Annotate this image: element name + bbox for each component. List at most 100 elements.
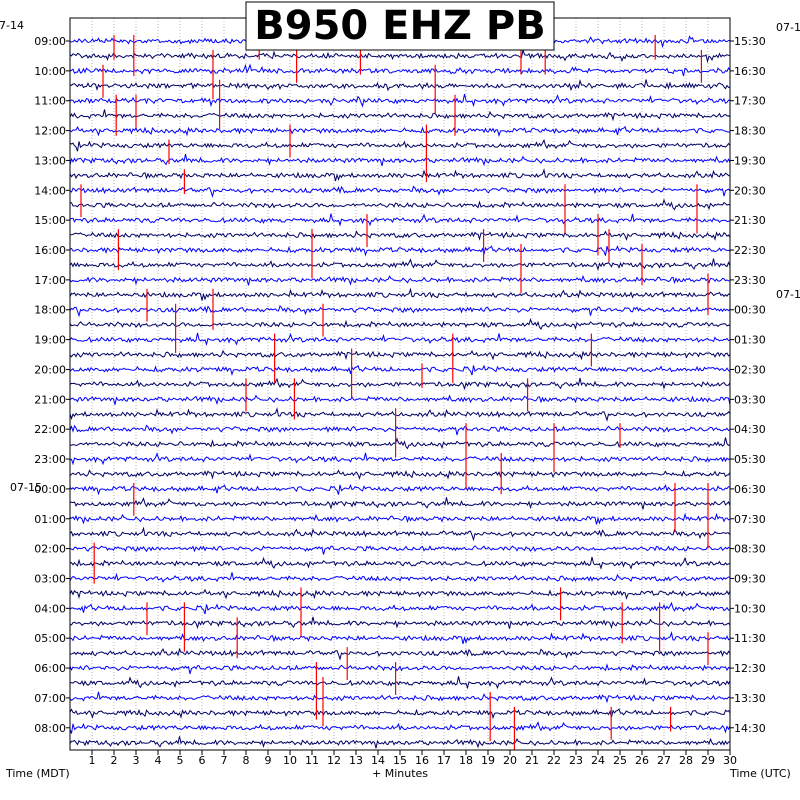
right-tick-label: 19:30 — [734, 154, 766, 167]
x-tick-label: 5 — [177, 754, 184, 767]
left-tick-label: 13:00 — [34, 154, 66, 167]
trace-row — [69, 305, 731, 318]
left-tick-label: 17:00 — [34, 274, 66, 287]
trace-row — [69, 512, 731, 525]
right-tick-label: 09:30 — [734, 572, 766, 585]
x-tick-label: 20 — [503, 754, 517, 767]
left-tick-label: 21:00 — [34, 393, 66, 406]
right-tick-label: 22:30 — [734, 244, 766, 257]
x-tick-label: 6 — [199, 754, 206, 767]
left-tick-label: 10:00 — [34, 65, 66, 78]
right-tick-label: 02:30 — [734, 363, 766, 376]
x-axis-label: + Minutes — [372, 767, 428, 780]
trace-row — [69, 258, 731, 271]
trace-row — [69, 708, 731, 720]
right-date-2: 07-1 — [776, 288, 800, 301]
right-tick-label: 13:30 — [734, 692, 766, 705]
left-tick-label: 22:00 — [34, 423, 66, 436]
right-tick-label: 06:30 — [734, 483, 766, 496]
trace-row — [69, 364, 731, 376]
right-tick-label: 14:30 — [734, 722, 766, 735]
x-tick-label: 14 — [371, 754, 385, 767]
left-tick-label: 14:00 — [34, 184, 66, 197]
trace-row — [69, 526, 731, 542]
left-tick-label: 18:00 — [34, 304, 66, 317]
left-tick-label: 23:00 — [34, 453, 66, 466]
trace-row — [69, 63, 731, 77]
trace-row — [69, 691, 731, 704]
right-tick-label: 20:30 — [734, 184, 766, 197]
right-tick-label: 01:30 — [734, 334, 766, 347]
trace-row — [69, 616, 731, 630]
events — [80, 35, 709, 750]
x-tick-label: 23 — [569, 754, 583, 767]
x-tick-label: 21 — [525, 754, 539, 767]
x-tick-label: 10 — [283, 754, 297, 767]
trace-row — [69, 736, 731, 749]
right-ticks: 15:30 16:30 17:30 18:30 19:30 20:30 21:30 22:30… — [730, 35, 766, 735]
x-tick-label: 2 — [111, 754, 118, 767]
x-tick-label: 19 — [481, 754, 495, 767]
trace-row — [69, 556, 730, 570]
trace-row — [69, 48, 731, 64]
left-tick-label: 15:00 — [34, 214, 66, 227]
trace-row — [69, 647, 731, 661]
trace-row — [69, 78, 731, 92]
trace-row — [69, 332, 731, 347]
trace-row — [69, 349, 731, 361]
right-tick-label: 08:30 — [734, 543, 766, 556]
x-tick-label: 4 — [155, 754, 162, 767]
x-tick-label: 3 — [133, 754, 140, 767]
left-tick-label: 20:00 — [34, 363, 66, 376]
x-tick-label: 27 — [657, 754, 671, 767]
trace-row — [69, 109, 731, 122]
right-tick-label: 11:30 — [734, 632, 766, 645]
trace-row — [69, 545, 731, 555]
left-axis-label: Time (MDT) — [5, 767, 70, 780]
left-tick-label: 16:00 — [34, 244, 66, 257]
trace-row — [70, 230, 731, 241]
trace-row — [69, 394, 731, 406]
right-tick-label: 04:30 — [734, 423, 766, 436]
x-tick-label: 13 — [349, 754, 363, 767]
right-tick-label: 15:30 — [734, 35, 766, 48]
trace-row — [69, 213, 731, 227]
title-box — [245, 1, 555, 51]
right-tick-label: 16:30 — [734, 65, 766, 78]
right-tick-label: 23:30 — [734, 274, 766, 287]
trace-row — [69, 497, 731, 510]
right-tick-label: 18:30 — [734, 125, 766, 138]
trace-row — [69, 185, 731, 198]
left-tick-label: 02:00 — [34, 543, 66, 556]
trace-row — [69, 483, 731, 496]
x-tick-label: 26 — [635, 754, 649, 767]
x-tick-label: 25 — [613, 754, 627, 767]
right-tick-label: 03:30 — [734, 393, 766, 406]
x-ticks: 1 2 3 4 5 6 7 8 9 10 11 12 13 14 15 16 17 18 19 20 21 22 23 24 2… — [89, 750, 737, 767]
trace-row — [69, 168, 731, 182]
trace-row — [69, 601, 731, 615]
x-tick-label: 28 — [679, 754, 693, 767]
trace-row — [69, 630, 731, 645]
x-tick-label: 9 — [265, 754, 272, 767]
x-tick-label: 15 — [393, 754, 407, 767]
right-tick-label: 00:30 — [734, 304, 766, 317]
x-tick-label: 11 — [305, 754, 319, 767]
x-tick-label: 17 — [437, 754, 451, 767]
x-tick-label: 18 — [459, 754, 473, 767]
x-tick-label: 8 — [243, 754, 250, 767]
left-date-start: 07-14 — [0, 19, 24, 32]
right-date-1: 07-1 — [776, 21, 800, 34]
trace-row — [69, 377, 731, 391]
trace-row — [69, 663, 731, 675]
x-tick-label: 12 — [327, 754, 341, 767]
right-axis-label: Time (UTC) — [729, 767, 791, 780]
trace-row — [69, 287, 731, 301]
left-tick-label: 05:00 — [34, 632, 66, 645]
left-tick-label: 11:00 — [34, 95, 66, 108]
chart-title: B950 EHZ PB — [254, 3, 545, 49]
right-tick-label: 21:30 — [734, 214, 766, 227]
left-tick-label: 00:00 — [34, 483, 66, 496]
trace-row — [69, 720, 731, 734]
